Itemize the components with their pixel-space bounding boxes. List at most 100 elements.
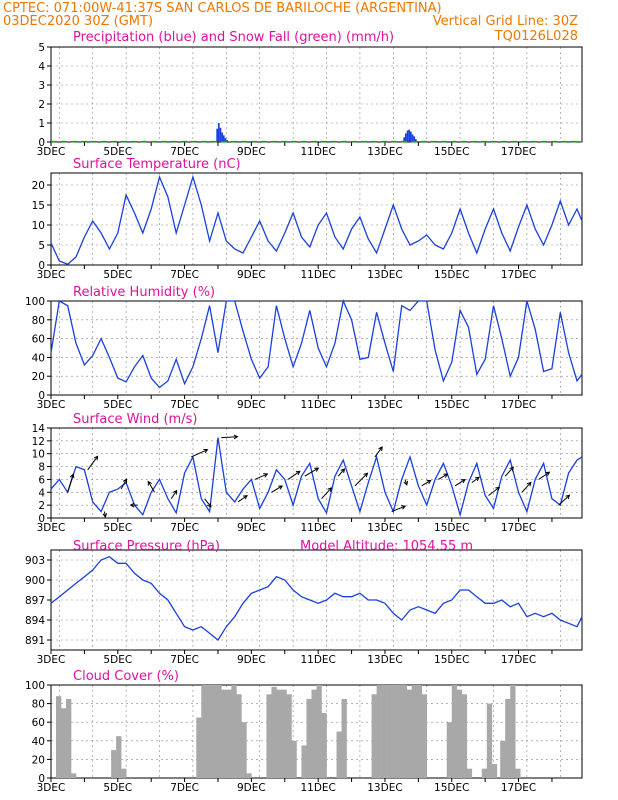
wind-vector-head: [474, 476, 480, 482]
cloud-bar: [216, 685, 222, 778]
y-tick-label: 80: [32, 315, 45, 327]
panel-title: Surface Pressure (hPa): [73, 539, 220, 554]
wind-vector: [191, 449, 208, 458]
wind-vector-head: [295, 470, 301, 476]
y-tick-label: 100: [25, 296, 45, 308]
cloud-bar: [56, 696, 62, 778]
x-tick-label: 15DEC: [434, 522, 469, 534]
y-tick-label: 897: [25, 595, 45, 607]
y-tick-label: 20: [32, 754, 45, 766]
cloud-bar: [116, 736, 122, 778]
cloud-bar: [510, 685, 516, 778]
x-tick-label: 17DEC: [501, 782, 536, 794]
cloud-bar: [446, 722, 453, 778]
cloud-bar: [306, 698, 312, 778]
wind-vector-head: [565, 494, 571, 500]
wind-vector-head: [545, 471, 551, 477]
x-tick-label: 3DEC: [37, 522, 66, 534]
cloud-bar: [206, 685, 212, 778]
wind-vector-head: [363, 472, 369, 478]
y-tick-label: 12: [32, 436, 45, 448]
precip-bar: [413, 136, 416, 142]
wind-vector-head: [278, 485, 284, 490]
cloud-bar: [301, 745, 307, 778]
header-code: TQ0126L028: [494, 29, 578, 44]
cloud-bar: [196, 717, 202, 778]
wind-vector-head: [327, 487, 333, 492]
panel-pressure: 891 894 897 900 903 3DEC 5DEC 7DEC 9DEC 11DEC 13DE…: [25, 539, 583, 666]
wind-vector: [488, 486, 500, 496]
wind-vector: [454, 479, 466, 487]
panel-cloud: 0 20 40 60 80 100 3DEC 5DEC 7DEC 9DEC 11DEC 13DEC 15…: [25, 669, 583, 794]
wind-vector: [237, 495, 248, 503]
cloud-bar: [505, 698, 511, 778]
wind-vector: [87, 455, 99, 471]
y-tick-label: 15: [32, 200, 45, 212]
cloud-bar: [386, 685, 392, 778]
cloud-bar: [121, 768, 127, 778]
x-tick-label: 15DEC: [434, 782, 469, 794]
cloud-bar: [61, 708, 67, 778]
precip-bar: [222, 135, 225, 142]
wind-vector: [471, 476, 480, 484]
precip-bar: [403, 137, 405, 142]
panel-title: Precipitation (blue) and Snow Fall (gree…: [73, 30, 394, 45]
wind-vector-head: [207, 502, 212, 508]
cloud-bar: [321, 712, 327, 778]
y-tick-label: 891: [25, 635, 45, 647]
panel-title: Relative Humidity (%): [73, 285, 215, 300]
cloud-bar: [401, 685, 407, 778]
wind-vector-head: [203, 448, 209, 454]
cloud-bar: [286, 694, 292, 778]
x-tick-label: 13DEC: [367, 269, 402, 281]
y-tick-label: 2: [38, 500, 45, 512]
wind-vector-head: [122, 478, 128, 484]
x-tick-label: 13DEC: [367, 146, 402, 158]
wind-vector-head: [233, 434, 239, 440]
wind-vector-head: [93, 455, 99, 461]
cloud-bar: [246, 773, 252, 778]
wind-vector: [538, 471, 550, 480]
header-date: 03DEC2020 30Z (GMT): [3, 14, 153, 29]
panel-precip: 0 1 2 3 4 5 3DEC 5DEC 7DEC 9DEC 11DEC 13DEC 15DEC 17D…: [37, 30, 583, 158]
series-line-pressure: [50, 555, 583, 641]
x-tick-label: 11DEC: [300, 146, 335, 158]
x-tick-label: 3DEC: [37, 654, 66, 666]
wind-vector-head: [263, 473, 269, 478]
x-tick-label: 7DEC: [170, 146, 199, 158]
cloud-bar: [201, 685, 207, 778]
cloud-bar: [396, 685, 402, 778]
cloud-bar: [241, 722, 247, 778]
y-tick-label: 5: [38, 240, 45, 252]
x-tick-label: 11DEC: [300, 654, 335, 666]
precip-bar: [224, 138, 227, 142]
x-tick-label: 15DEC: [434, 146, 469, 158]
x-tick-label: 5DEC: [103, 522, 132, 534]
y-tick-label: 4: [38, 487, 45, 499]
wind-vector: [67, 474, 74, 493]
wind-vector: [374, 446, 383, 458]
wind-vector: [287, 470, 301, 480]
x-tick-label: 7DEC: [170, 399, 199, 411]
plot-frame: [50, 427, 583, 519]
x-tick-label: 5DEC: [103, 399, 132, 411]
wind-vector-head: [69, 473, 75, 479]
cloud-bar: [71, 773, 77, 778]
series-line-rh: [50, 298, 583, 389]
y-tick-label: 2: [38, 99, 45, 111]
precip-bar: [216, 128, 218, 142]
x-tick-label: 9DEC: [237, 654, 266, 666]
plot-frame: [50, 300, 583, 396]
wind-vector: [558, 494, 570, 506]
x-tick-label: 5DEC: [103, 654, 132, 666]
x-tick-label: 17DEC: [501, 399, 536, 411]
y-tick-label: 60: [32, 717, 45, 729]
y-tick-label: 0: [38, 513, 45, 525]
y-tick-label: 0: [38, 260, 45, 272]
y-tick-label: 20: [32, 180, 45, 192]
cloud-bar: [466, 768, 473, 778]
wind-vector: [354, 472, 368, 487]
wind-vector-head: [102, 513, 108, 519]
cloud-bar: [411, 685, 417, 778]
